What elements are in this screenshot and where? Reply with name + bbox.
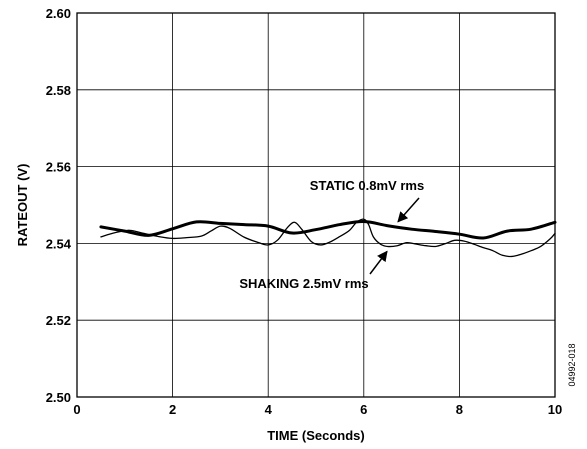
shaking-annotation-label: SHAKING 2.5mV rms: [239, 276, 368, 291]
y-axis-label: RATEOUT (V): [15, 164, 30, 247]
static-annotation-label: STATIC 0.8mV rms: [310, 178, 424, 193]
x-tick-label: 8: [456, 402, 463, 417]
shaking-series-line: [100, 218, 556, 258]
y-tick-labels: 2.50 2.52 2.54 2.56 2.58 2.60: [46, 6, 72, 405]
figure-id: 04992-018: [567, 343, 577, 386]
annotation-layer: STATIC 0.8mV rms SHAKING 2.5mV rms: [239, 178, 424, 291]
static-series-line: [99, 220, 557, 240]
x-axis-label: TIME (Seconds): [267, 428, 365, 443]
plot-frame: [76, 12, 556, 398]
grid: [77, 13, 555, 397]
y-tick-label: 2.60: [46, 6, 71, 21]
y-tick-label: 2.58: [46, 83, 71, 98]
series-layer: [99, 218, 557, 258]
x-tick-label: 6: [360, 402, 367, 417]
x-tick-label: 4: [265, 402, 273, 417]
x-tick-label: 2: [169, 402, 176, 417]
shaking-annotation-arrow: [369, 250, 388, 275]
y-tick-label: 2.54: [46, 236, 72, 251]
static-annotation-arrow: [397, 197, 420, 223]
y-tick-label: 2.52: [46, 313, 71, 328]
x-tick-labels: 0 2 4 6 8 10: [73, 402, 562, 417]
x-tick-label: 0: [73, 402, 80, 417]
y-tick-label: 2.56: [46, 160, 71, 175]
x-tick-label: 10: [548, 402, 562, 417]
y-tick-label: 2.50: [46, 390, 71, 405]
